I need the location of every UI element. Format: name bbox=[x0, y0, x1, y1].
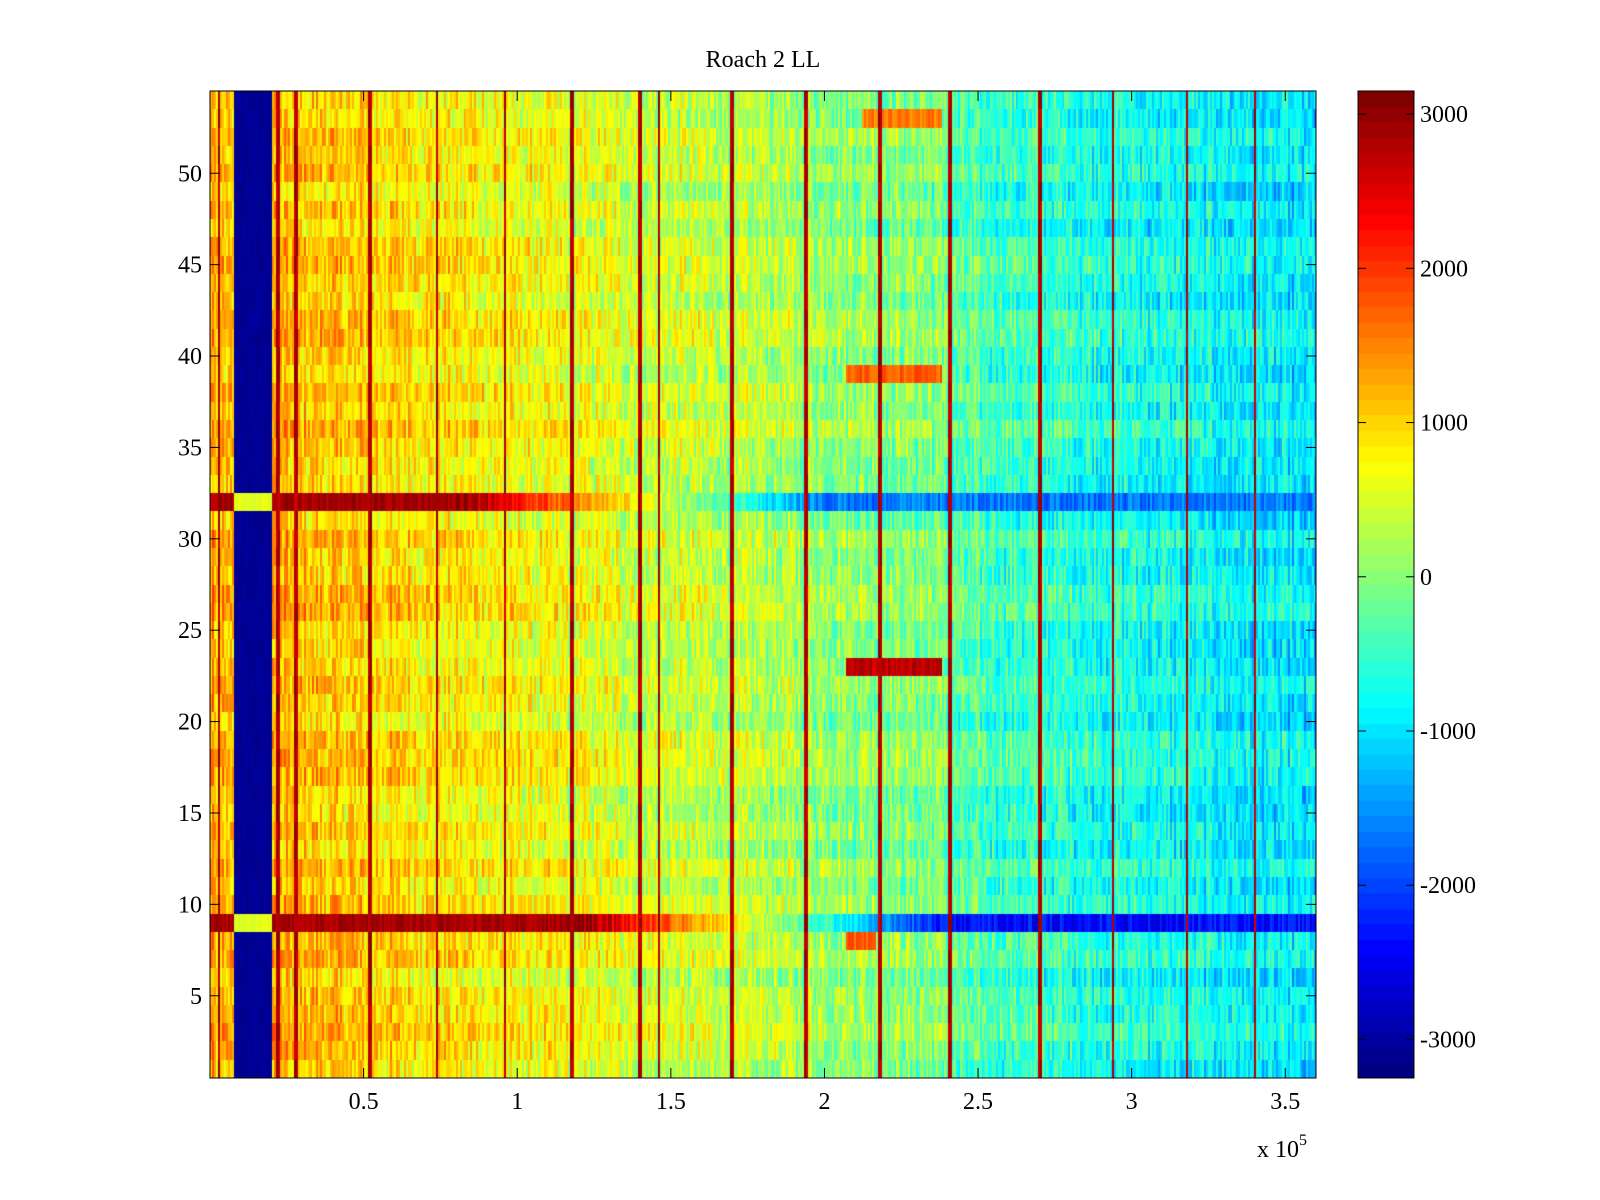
y-tick-label: 45 bbox=[178, 253, 202, 279]
plot-frame bbox=[209, 90, 1317, 1079]
colorbar-tick-label: 1000 bbox=[1420, 411, 1468, 437]
y-tick-label: 5 bbox=[190, 984, 202, 1010]
colorbar-tick-label: -3000 bbox=[1420, 1027, 1476, 1053]
x-axis-multiplier: x 105 bbox=[1257, 1132, 1307, 1163]
y-tick-label: 30 bbox=[178, 527, 202, 553]
x-tick-label: 3 bbox=[1126, 1089, 1138, 1115]
y-axis-ticks: 5 10 15 20 25 30 35 40 45 50 bbox=[178, 161, 1316, 1010]
colorbar-gradient bbox=[1358, 91, 1414, 1078]
colorbar-frame bbox=[1357, 90, 1415, 1079]
colorbar-tick-label: 0 bbox=[1420, 565, 1432, 591]
x-tick-label: 2 bbox=[818, 1089, 830, 1115]
x-multiplier-base: x 10 bbox=[1257, 1137, 1299, 1163]
y-tick-label: 15 bbox=[178, 801, 202, 827]
colorbar-tick-label: -1000 bbox=[1420, 719, 1476, 745]
chart-title: Roach 2 LL bbox=[706, 47, 821, 73]
heatmap-image bbox=[210, 91, 1316, 1078]
x-tick-label: 3.5 bbox=[1270, 1089, 1300, 1115]
colorbar-tick-label: -2000 bbox=[1420, 873, 1476, 899]
y-tick-label: 20 bbox=[178, 710, 202, 736]
colorbar-ticks: 3000 2000 1000 0 -1000 -2000 -3000 bbox=[1358, 102, 1476, 1053]
x-axis-ticks: 0.5 1 1.5 2 2.5 3 3.5 bbox=[349, 91, 1300, 1115]
y-tick-label: 40 bbox=[178, 344, 202, 370]
y-tick-label: 10 bbox=[178, 892, 202, 918]
colorbar-tick-label: 3000 bbox=[1420, 102, 1468, 128]
x-tick-label: 1.5 bbox=[656, 1089, 686, 1115]
y-tick-label: 35 bbox=[178, 435, 202, 461]
y-tick-label: 25 bbox=[178, 618, 202, 644]
x-tick-label: 0.5 bbox=[349, 1089, 379, 1115]
colorbar-tick-label: 2000 bbox=[1420, 256, 1468, 282]
y-tick-label: 50 bbox=[178, 161, 202, 187]
x-multiplier-exponent: 5 bbox=[1299, 1132, 1307, 1149]
x-tick-label: 1 bbox=[511, 1089, 523, 1115]
x-tick-label: 2.5 bbox=[963, 1089, 993, 1115]
